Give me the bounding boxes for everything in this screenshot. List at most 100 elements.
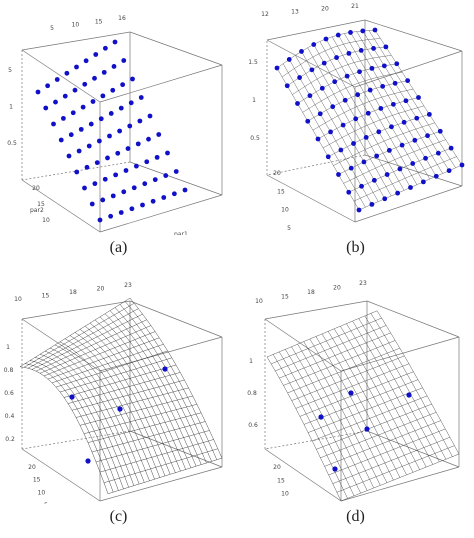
tick-label: 20 bbox=[333, 285, 341, 292]
data-point bbox=[382, 196, 388, 202]
data-point bbox=[311, 42, 317, 47]
data-point bbox=[299, 49, 304, 54]
surface-wire bbox=[368, 30, 456, 168]
surface-wire bbox=[71, 379, 185, 411]
data-point bbox=[60, 115, 66, 121]
data-point bbox=[101, 69, 107, 75]
data-point bbox=[123, 168, 129, 173]
box-edge bbox=[340, 466, 460, 502]
data-point bbox=[433, 173, 439, 179]
data-point bbox=[340, 122, 346, 128]
data-point bbox=[336, 172, 341, 177]
tick-label: 18 bbox=[69, 289, 77, 296]
data-point bbox=[376, 129, 382, 135]
plot-panel-a: 5 10 15 16 5 1 0.5 20 15 10 par1 par2 (a) bbox=[0, 0, 237, 269]
caption-c: (c) bbox=[109, 508, 128, 525]
tick-label: 10 bbox=[281, 207, 289, 214]
data-point bbox=[118, 210, 124, 215]
data-point bbox=[371, 177, 377, 183]
data-point bbox=[156, 132, 162, 137]
tick-label: 20 bbox=[97, 286, 105, 293]
data-point bbox=[401, 119, 407, 125]
data-point bbox=[83, 58, 89, 64]
data-point bbox=[100, 93, 106, 99]
data-point bbox=[346, 189, 352, 195]
data-point bbox=[330, 104, 336, 110]
surface-wire bbox=[340, 326, 420, 470]
data-point bbox=[62, 93, 68, 99]
surface-wire bbox=[331, 36, 418, 185]
data-point bbox=[108, 213, 114, 219]
data-point bbox=[348, 30, 353, 35]
data-point bbox=[146, 136, 151, 142]
data-point bbox=[43, 105, 49, 111]
surface-wire bbox=[129, 297, 223, 459]
data-point bbox=[165, 150, 170, 156]
surface-wire bbox=[356, 31, 443, 174]
surface-wire bbox=[376, 310, 460, 455]
surface-wire bbox=[324, 420, 441, 467]
box-edge bbox=[264, 430, 368, 450]
data-point bbox=[405, 78, 411, 84]
box-edge bbox=[21, 448, 101, 502]
data-point bbox=[305, 118, 311, 124]
data-point bbox=[68, 132, 74, 138]
data-point bbox=[70, 110, 76, 116]
box-edge bbox=[354, 185, 463, 223]
box-edge bbox=[266, 174, 356, 223]
surface-wire bbox=[308, 387, 423, 433]
data-point bbox=[364, 426, 370, 432]
tick-label: 20 bbox=[321, 6, 329, 13]
surface-wire bbox=[87, 412, 202, 443]
data-point bbox=[35, 89, 41, 95]
surface-wire bbox=[95, 430, 210, 463]
surface-wire bbox=[338, 131, 441, 175]
tick-label: 15 bbox=[281, 294, 289, 301]
surface-wire bbox=[59, 341, 150, 481]
box-edge bbox=[364, 154, 463, 187]
data-point bbox=[406, 392, 412, 398]
data-point bbox=[131, 185, 137, 191]
data-point bbox=[448, 145, 454, 151]
data-point bbox=[76, 148, 82, 154]
data-point bbox=[360, 28, 366, 34]
data-point bbox=[381, 63, 387, 69]
plot-b-canvas: 12 13 20 21 1.5 1 0.5 20 15 10 5 bbox=[248, 3, 465, 232]
tick-label: 20 bbox=[32, 185, 40, 192]
caption-a: (a) bbox=[109, 239, 128, 256]
surface-wire bbox=[99, 439, 214, 473]
tick-label: 21 bbox=[351, 3, 359, 10]
data-point bbox=[58, 137, 64, 143]
box-edge bbox=[266, 19, 366, 41]
data-point bbox=[395, 190, 401, 196]
data-point bbox=[90, 99, 96, 104]
tick-label: 10 bbox=[281, 491, 289, 498]
caption-d: (d) bbox=[346, 508, 365, 525]
data-point bbox=[369, 201, 375, 207]
tick-label: 10 bbox=[72, 22, 80, 29]
surface-wire bbox=[94, 319, 186, 470]
plot-panel-c: 10 15 18 20 23 1 0.8 0.6 0.4 0.2 20 15 10 5 (c) bbox=[0, 269, 237, 538]
data-point bbox=[416, 95, 421, 100]
box-edge bbox=[129, 430, 223, 468]
axis-label-x: par1 bbox=[174, 231, 188, 235]
data-point bbox=[97, 217, 103, 223]
tick-label: 1.5 bbox=[248, 59, 258, 66]
data-point bbox=[408, 185, 413, 190]
data-point bbox=[378, 106, 384, 111]
box-edge bbox=[366, 300, 460, 338]
data-point bbox=[355, 92, 361, 98]
surface-wire bbox=[91, 421, 206, 453]
data-point bbox=[127, 123, 133, 129]
data-point bbox=[53, 99, 58, 105]
data-point bbox=[88, 121, 94, 127]
data-point bbox=[64, 70, 70, 76]
data-point bbox=[69, 394, 75, 400]
surface-wire bbox=[84, 326, 176, 473]
surface-wire bbox=[333, 122, 435, 166]
data-point bbox=[348, 165, 354, 171]
box-edge bbox=[99, 64, 223, 103]
surface-wire bbox=[336, 445, 455, 493]
surface-wire bbox=[19, 366, 109, 494]
